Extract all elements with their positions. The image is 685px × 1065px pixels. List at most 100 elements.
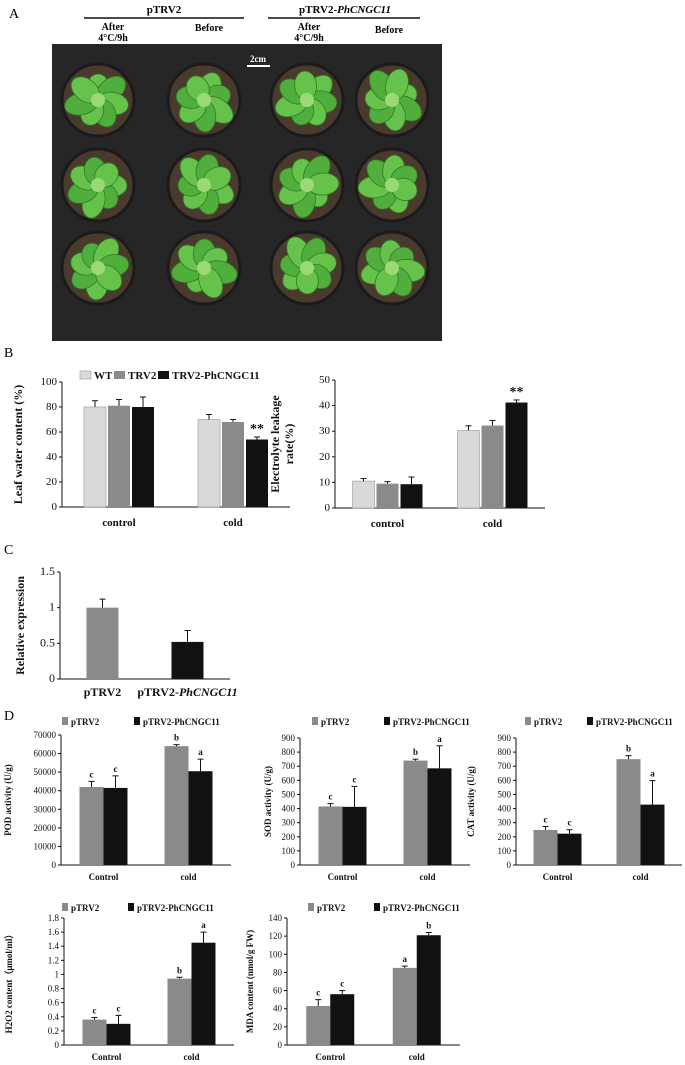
x-category-label: cold bbox=[632, 872, 648, 882]
y-tick-label: 40 bbox=[319, 400, 331, 412]
panel-a: A pTRV2 pTRV2-PhCNGC11 After 4°C/9h Befo… bbox=[0, 0, 685, 345]
bar bbox=[342, 806, 367, 865]
y-tick-label: 20 bbox=[46, 476, 58, 488]
y-tick-label: 30000 bbox=[34, 804, 57, 814]
chart-D3: 0 100 200 300 400 500 600 700 800 900 CAT activity… bbox=[466, 717, 682, 882]
chart-D1: 0 10000 20000 30000 40000 50000 60000 70000 POD … bbox=[3, 717, 231, 882]
y-axis-label: Electrolyte leakage bbox=[268, 395, 282, 493]
legend-label: TRV2-PhCNGC11 bbox=[172, 370, 260, 382]
x-category-label: cold bbox=[183, 1052, 199, 1062]
y-tick-label: 1.4 bbox=[48, 941, 60, 951]
plant bbox=[364, 68, 422, 132]
y-tick-label: 0 bbox=[55, 1040, 60, 1050]
significance-label: c bbox=[90, 769, 94, 779]
x-category-label: Control bbox=[543, 872, 573, 882]
y-tick-label: 800 bbox=[282, 747, 296, 757]
y-tick-label: 300 bbox=[498, 818, 512, 828]
plant bbox=[274, 70, 338, 126]
y-tick-label: 10 bbox=[319, 476, 331, 488]
significance-label: ** bbox=[510, 385, 524, 400]
legend-label: pTRV2 bbox=[317, 903, 346, 913]
plant-center bbox=[91, 93, 105, 107]
bar bbox=[457, 430, 480, 509]
panel-label-d: D bbox=[4, 709, 14, 724]
significance-label: b bbox=[413, 747, 418, 757]
significance-label: c bbox=[544, 814, 548, 824]
legend-label: pTRV2-PhCNGC11 bbox=[137, 903, 214, 913]
plant-center bbox=[300, 261, 314, 275]
bar bbox=[557, 833, 582, 865]
significance-label: c bbox=[114, 764, 118, 774]
legend-swatch bbox=[384, 717, 390, 725]
x-category-label: cold bbox=[409, 1052, 425, 1062]
plant bbox=[70, 237, 130, 301]
bar bbox=[222, 422, 244, 507]
significance-label: a bbox=[201, 920, 206, 930]
x-category-label: Control bbox=[328, 872, 358, 882]
x-category-label: Control bbox=[315, 1052, 345, 1062]
bar bbox=[167, 978, 192, 1045]
plant-center bbox=[197, 93, 211, 107]
legend-label: WT bbox=[94, 370, 113, 382]
y-tick-label: 800 bbox=[498, 747, 512, 757]
bar bbox=[427, 768, 452, 865]
x-category-label: pTRV2-PhCNGC11 bbox=[137, 685, 237, 699]
y-tick-label: 700 bbox=[282, 761, 296, 771]
chart-B1: 0 20 40 60 80 100 Leaf water content (%) contro… bbox=[11, 370, 290, 529]
legend-label: pTRV2 bbox=[71, 903, 100, 913]
y-tick-label: 0 bbox=[325, 502, 331, 514]
plant-center bbox=[197, 178, 211, 192]
legend-swatch bbox=[587, 717, 593, 725]
x-category-label: pTRV2 bbox=[84, 685, 122, 699]
y-tick-label: 60 bbox=[46, 426, 58, 438]
panel-label-a: A bbox=[9, 7, 20, 22]
y-axis-label: MDA content (nmol/g FW) bbox=[245, 930, 255, 1033]
y-tick-label: 600 bbox=[282, 775, 296, 785]
significance-label: a bbox=[437, 734, 442, 744]
bar bbox=[352, 480, 375, 509]
panel-label-c: C bbox=[4, 543, 13, 558]
plant-center bbox=[385, 261, 399, 275]
y-axis-label: H2O2 content（μmol/ml） bbox=[4, 930, 14, 1034]
bar bbox=[505, 402, 528, 508]
plant-grid bbox=[60, 62, 430, 306]
significance-label: c bbox=[93, 1005, 97, 1015]
y-axis-label: Leaf water content (%) bbox=[11, 385, 25, 504]
significance-label: a bbox=[650, 769, 655, 779]
legend-label: pTRV2-PhCNGC11 bbox=[393, 717, 470, 727]
significance-label: b bbox=[177, 965, 182, 975]
significance-label: c bbox=[316, 988, 320, 998]
chart-D5: 0 20 40 60 80 100 120 140 MDA content (nmol/g FW… bbox=[245, 903, 460, 1062]
y-tick-label: 200 bbox=[498, 832, 512, 842]
x-category-label: cold bbox=[419, 872, 435, 882]
y-tick-label: 1.2 bbox=[48, 955, 59, 965]
y-tick-label: 40 bbox=[46, 451, 58, 463]
plant bbox=[360, 239, 426, 297]
bar bbox=[318, 806, 343, 865]
panel-c-chart: C 0 0.5 1 1.5 Relative expression pTRV2 pTRV2-… bbox=[4, 543, 238, 699]
significance-label: c bbox=[568, 818, 572, 828]
significance-label: c bbox=[353, 774, 357, 784]
plant-photo-figure: A pTRV2 pTRV2-PhCNGC11 After 4°C/9h Befo… bbox=[9, 4, 442, 341]
legend-swatch bbox=[134, 717, 140, 725]
x-category-label: Control bbox=[89, 872, 119, 882]
col-before-2: Before bbox=[375, 25, 404, 36]
bar bbox=[132, 407, 154, 507]
y-tick-label: 40 bbox=[273, 1004, 283, 1014]
chart-B2: 0 10 20 30 40 50 Electrolyte leakage rate(%) con… bbox=[268, 374, 545, 530]
chart-C: 0 0.5 1 1.5 Relative expression pTRV2 pTRV2-Ph… bbox=[13, 564, 238, 699]
bar bbox=[79, 787, 104, 865]
legend-swatch bbox=[114, 371, 125, 379]
plant-center bbox=[300, 93, 314, 107]
significance-label: b bbox=[426, 921, 431, 931]
y-tick-label: 40000 bbox=[34, 786, 57, 796]
y-axis-label: rate(%) bbox=[282, 424, 296, 465]
col-after-2-line2: 4°C/9h bbox=[294, 33, 324, 44]
y-tick-label: 0.5 bbox=[40, 635, 55, 649]
plant bbox=[177, 154, 235, 215]
y-tick-label: 30 bbox=[319, 425, 331, 437]
legend-swatch bbox=[374, 903, 380, 911]
y-tick-label: 20 bbox=[273, 1022, 283, 1032]
plant-center bbox=[197, 261, 211, 275]
bar bbox=[106, 1023, 131, 1045]
